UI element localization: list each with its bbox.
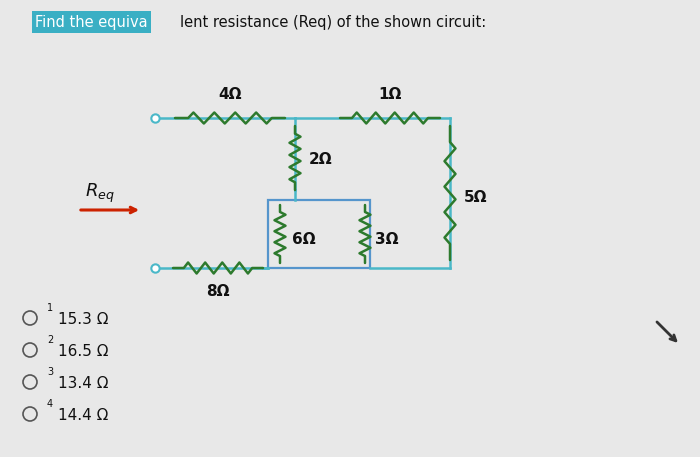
- Text: 1Ω: 1Ω: [378, 87, 402, 102]
- Text: 4Ω: 4Ω: [218, 87, 242, 102]
- Text: lent resistance (Req) of the shown circuit:: lent resistance (Req) of the shown circu…: [180, 15, 486, 30]
- Text: 1: 1: [47, 303, 53, 313]
- Text: 4: 4: [47, 399, 53, 409]
- Text: 8Ω: 8Ω: [206, 284, 230, 299]
- Text: 6Ω: 6Ω: [292, 232, 316, 246]
- Text: 2Ω: 2Ω: [309, 152, 332, 166]
- Text: 16.5 Ω: 16.5 Ω: [58, 344, 108, 358]
- Text: 3Ω: 3Ω: [375, 232, 398, 246]
- Text: 5Ω: 5Ω: [464, 191, 487, 206]
- Text: 13.4 Ω: 13.4 Ω: [58, 376, 108, 390]
- Text: 2: 2: [47, 335, 53, 345]
- Text: 15.3 Ω: 15.3 Ω: [58, 312, 108, 326]
- Text: 3: 3: [47, 367, 53, 377]
- Text: 14.4 Ω: 14.4 Ω: [58, 408, 108, 423]
- Text: Find the equiva: Find the equiva: [35, 15, 148, 30]
- Text: $R_{eq}$: $R_{eq}$: [85, 181, 115, 205]
